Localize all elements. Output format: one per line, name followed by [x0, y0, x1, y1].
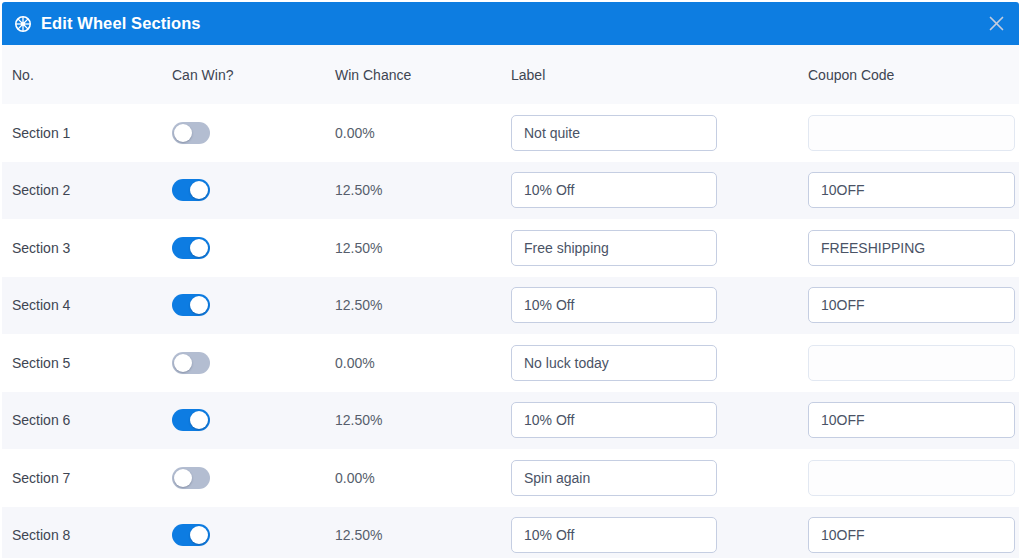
coupon-cell — [808, 287, 1019, 323]
section-name: Section 5 — [12, 355, 172, 371]
close-button[interactable] — [986, 13, 1007, 34]
toggle-knob — [174, 469, 192, 487]
can-win-toggle[interactable] — [172, 122, 210, 144]
coupon-cell — [808, 115, 1019, 151]
table-row: Section 1 0.00% — [2, 104, 1019, 162]
toggle-knob — [190, 181, 208, 199]
col-header-win-chance: Win Chance — [335, 67, 511, 83]
label-input[interactable] — [511, 345, 717, 381]
coupon-input[interactable] — [808, 230, 1015, 266]
can-win-toggle[interactable] — [172, 294, 210, 316]
coupon-input[interactable] — [808, 115, 1015, 151]
can-win-cell — [172, 467, 335, 489]
toggle-knob — [190, 296, 208, 314]
col-header-no: No. — [12, 67, 172, 83]
win-chance-value: 12.50% — [335, 182, 511, 198]
label-input[interactable] — [511, 172, 717, 208]
can-win-cell — [172, 352, 335, 374]
label-input[interactable] — [511, 115, 717, 151]
can-win-toggle[interactable] — [172, 524, 210, 546]
label-input[interactable] — [511, 460, 717, 496]
can-win-cell — [172, 294, 335, 316]
table-row: Section 2 12.50% — [2, 162, 1019, 220]
col-header-coupon-code: Coupon Code — [808, 67, 1019, 83]
can-win-cell — [172, 237, 335, 259]
win-chance-value: 12.50% — [335, 297, 511, 313]
label-input[interactable] — [511, 402, 717, 438]
label-cell — [511, 460, 808, 496]
can-win-toggle[interactable] — [172, 179, 210, 201]
toggle-knob — [190, 411, 208, 429]
table-row: Section 6 12.50% — [2, 392, 1019, 450]
win-chance-value: 12.50% — [335, 527, 511, 543]
coupon-input[interactable] — [808, 517, 1015, 553]
label-cell — [511, 172, 808, 208]
section-name: Section 6 — [12, 412, 172, 428]
modal-titlebar: Edit Wheel Sections — [2, 2, 1019, 45]
col-header-label: Label — [511, 67, 808, 83]
label-input[interactable] — [511, 287, 717, 323]
coupon-cell — [808, 345, 1019, 381]
table-row: Section 7 0.00% — [2, 449, 1019, 507]
section-name: Section 8 — [12, 527, 172, 543]
coupon-cell — [808, 230, 1019, 266]
col-header-can-win: Can Win? — [172, 67, 335, 83]
toggle-knob — [190, 526, 208, 544]
can-win-toggle[interactable] — [172, 352, 210, 374]
label-cell — [511, 115, 808, 151]
coupon-cell — [808, 172, 1019, 208]
label-input[interactable] — [511, 517, 717, 553]
coupon-cell — [808, 517, 1019, 553]
can-win-toggle[interactable] — [172, 467, 210, 489]
can-win-cell — [172, 179, 335, 201]
toggle-knob — [190, 239, 208, 257]
label-input[interactable] — [511, 230, 717, 266]
label-cell — [511, 517, 808, 553]
table-body: Section 1 0.00% Section 2 12.50% Sec — [2, 104, 1019, 558]
section-name: Section 4 — [12, 297, 172, 313]
section-name: Section 3 — [12, 240, 172, 256]
table-row: Section 4 12.50% — [2, 277, 1019, 335]
label-cell — [511, 287, 808, 323]
label-cell — [511, 402, 808, 438]
can-win-toggle[interactable] — [172, 237, 210, 259]
coupon-cell — [808, 402, 1019, 438]
can-win-toggle[interactable] — [172, 409, 210, 431]
coupon-input[interactable] — [808, 345, 1015, 381]
table-row: Section 3 12.50% — [2, 219, 1019, 277]
toggle-knob — [174, 124, 192, 142]
coupon-input[interactable] — [808, 287, 1015, 323]
win-chance-value: 0.00% — [335, 125, 511, 141]
close-icon — [988, 15, 1005, 32]
table-row: Section 5 0.00% — [2, 334, 1019, 392]
coupon-input[interactable] — [808, 172, 1015, 208]
can-win-cell — [172, 524, 335, 546]
coupon-input[interactable] — [808, 402, 1015, 438]
can-win-cell — [172, 122, 335, 144]
edit-wheel-sections-modal: Edit Wheel Sections No. Can Win? Win Cha… — [2, 2, 1019, 558]
toggle-knob — [174, 354, 192, 372]
section-name: Section 7 — [12, 470, 172, 486]
win-chance-value: 12.50% — [335, 412, 511, 428]
label-cell — [511, 345, 808, 381]
can-win-cell — [172, 409, 335, 431]
wheel-icon — [14, 15, 32, 33]
coupon-input[interactable] — [808, 460, 1015, 496]
section-name: Section 1 — [12, 125, 172, 141]
table-header: No. Can Win? Win Chance Label Coupon Cod… — [2, 45, 1019, 104]
modal-title: Edit Wheel Sections — [41, 14, 201, 33]
label-cell — [511, 230, 808, 266]
win-chance-value: 12.50% — [335, 240, 511, 256]
table-row: Section 8 12.50% — [2, 507, 1019, 558]
win-chance-value: 0.00% — [335, 355, 511, 371]
coupon-cell — [808, 460, 1019, 496]
section-name: Section 2 — [12, 182, 172, 198]
win-chance-value: 0.00% — [335, 470, 511, 486]
